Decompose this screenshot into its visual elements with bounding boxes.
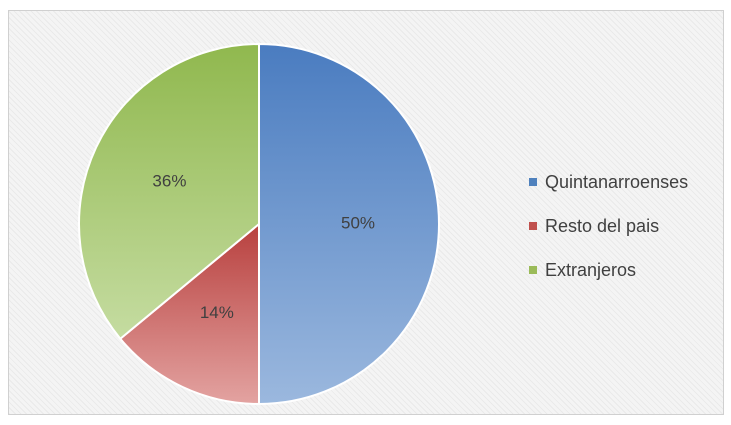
legend-label: Resto del pais bbox=[545, 215, 660, 236]
legend-label: Quintanarroenses bbox=[545, 171, 689, 192]
pie-slice-quintanarroenses bbox=[258, 42, 440, 406]
legend-swatch bbox=[529, 178, 537, 186]
data-label-resto-del-pais: 14% bbox=[200, 303, 234, 322]
legend-item-extranjeros: Extranjeros bbox=[517, 254, 729, 286]
pie-chart: 50% 14% 36% bbox=[78, 42, 440, 406]
legend-swatch bbox=[529, 266, 537, 274]
data-label-quintanarroenses: 50% bbox=[341, 213, 375, 232]
data-label-extranjeros: 36% bbox=[152, 171, 186, 190]
pie-slice-extranjeros bbox=[78, 42, 260, 341]
pie-slice-resto-del-pais bbox=[118, 221, 260, 406]
chart-area: 50% 14% 36% Quintanarroenses Resto del pai… bbox=[8, 10, 724, 415]
legend-swatch bbox=[529, 222, 537, 230]
legend-item-quintanarroenses: Quintanarroenses bbox=[517, 166, 729, 198]
legend-label: Extranjeros bbox=[545, 259, 637, 280]
legend: Quintanarroenses Resto del pais Extranje… bbox=[517, 166, 729, 286]
legend-item-resto-del-pais: Resto del pais bbox=[517, 210, 729, 242]
